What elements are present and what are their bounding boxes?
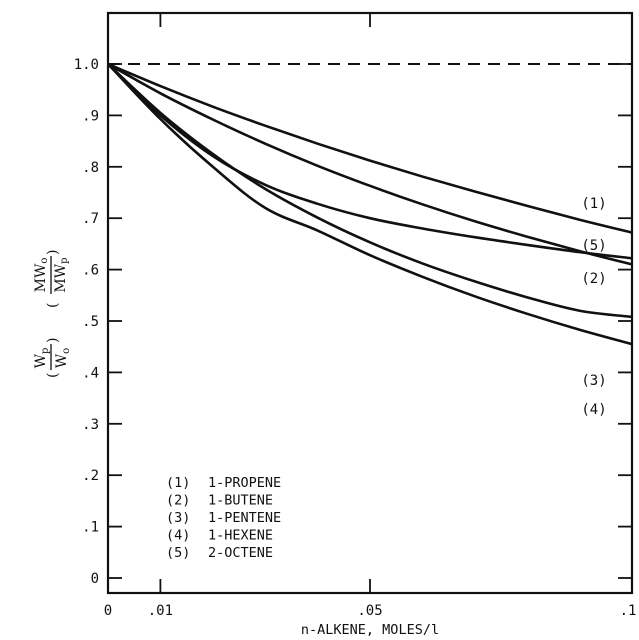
x-tick-label: .05 [357,603,382,619]
y-label-paren-close-2: ) [45,250,61,255]
x-axis-label: n-ALKENE, MOLES/l [301,622,439,638]
y-axis-label: ( Wp Wo ) ( MWo MWp ) [33,250,72,378]
y-label-paren-open-2: ( [45,303,61,308]
y-label-num2: MWo [33,258,50,293]
series-label: (3) [581,373,606,389]
y-label-den2: MWp [53,257,70,292]
legend: (1) 1-PROPENE (2) 1-BUTENE (3) 1-PENTENE (4) 1-… [166,475,281,561]
x-tick-label: .01 [148,603,173,619]
y-label-paren-close-1: ) [45,338,61,343]
legend-entry: 1-PROPENE [208,475,281,491]
y-tick-label: .1 [82,520,99,536]
series-line-1-pentene [107,63,633,319]
legend-key: (4) [166,528,190,544]
x-tick-label: 0 [104,603,112,619]
y-tick-label: .9 [82,108,99,124]
y-tick-label: .5 [82,314,99,330]
y-tick-label: .2 [82,468,99,484]
series-label: (5) [581,238,606,254]
legend-entry: 2-OCTENE [208,545,273,561]
legend-entry: 1-HEXENE [208,528,273,544]
y-label-paren-open-1: ( [45,373,61,378]
y-label-den1: Wo [54,348,72,368]
series-label: (4) [581,402,606,418]
y-tick-label: .7 [82,211,99,227]
tick-group: 0 .1 .2 .3 .4 .5 .6 .7 .8 .9 1.0 0 .01 .05 .1 [74,13,637,619]
series-line-2-octene [107,63,633,260]
series-labels: (1) (2) (3) (4) (5) [581,196,606,418]
series-label: (1) [581,196,606,212]
y-label-num1: Wp [33,348,51,369]
y-tick-label: .3 [82,417,99,433]
series-line-1-propene [107,62,633,234]
legend-entry: 1-PENTENE [208,510,281,526]
legend-entry: 1-BUTENE [208,493,273,509]
series-line-1-butene [107,62,633,266]
legend-key: (2) [166,493,190,509]
y-tick-label: .8 [82,160,99,176]
legend-key: (3) [166,510,190,526]
y-tick-label: .6 [82,263,99,279]
y-tick-label: 1.0 [74,57,99,73]
y-tick-label: 0 [91,571,99,587]
legend-key: (1) [166,475,190,491]
series-label: (2) [581,271,606,287]
y-tick-label: .4 [82,365,99,381]
x-tick-label: .1 [620,603,637,619]
legend-key: (5) [166,545,190,561]
series-lines [107,62,633,346]
series-line-1-hexene [107,63,633,346]
